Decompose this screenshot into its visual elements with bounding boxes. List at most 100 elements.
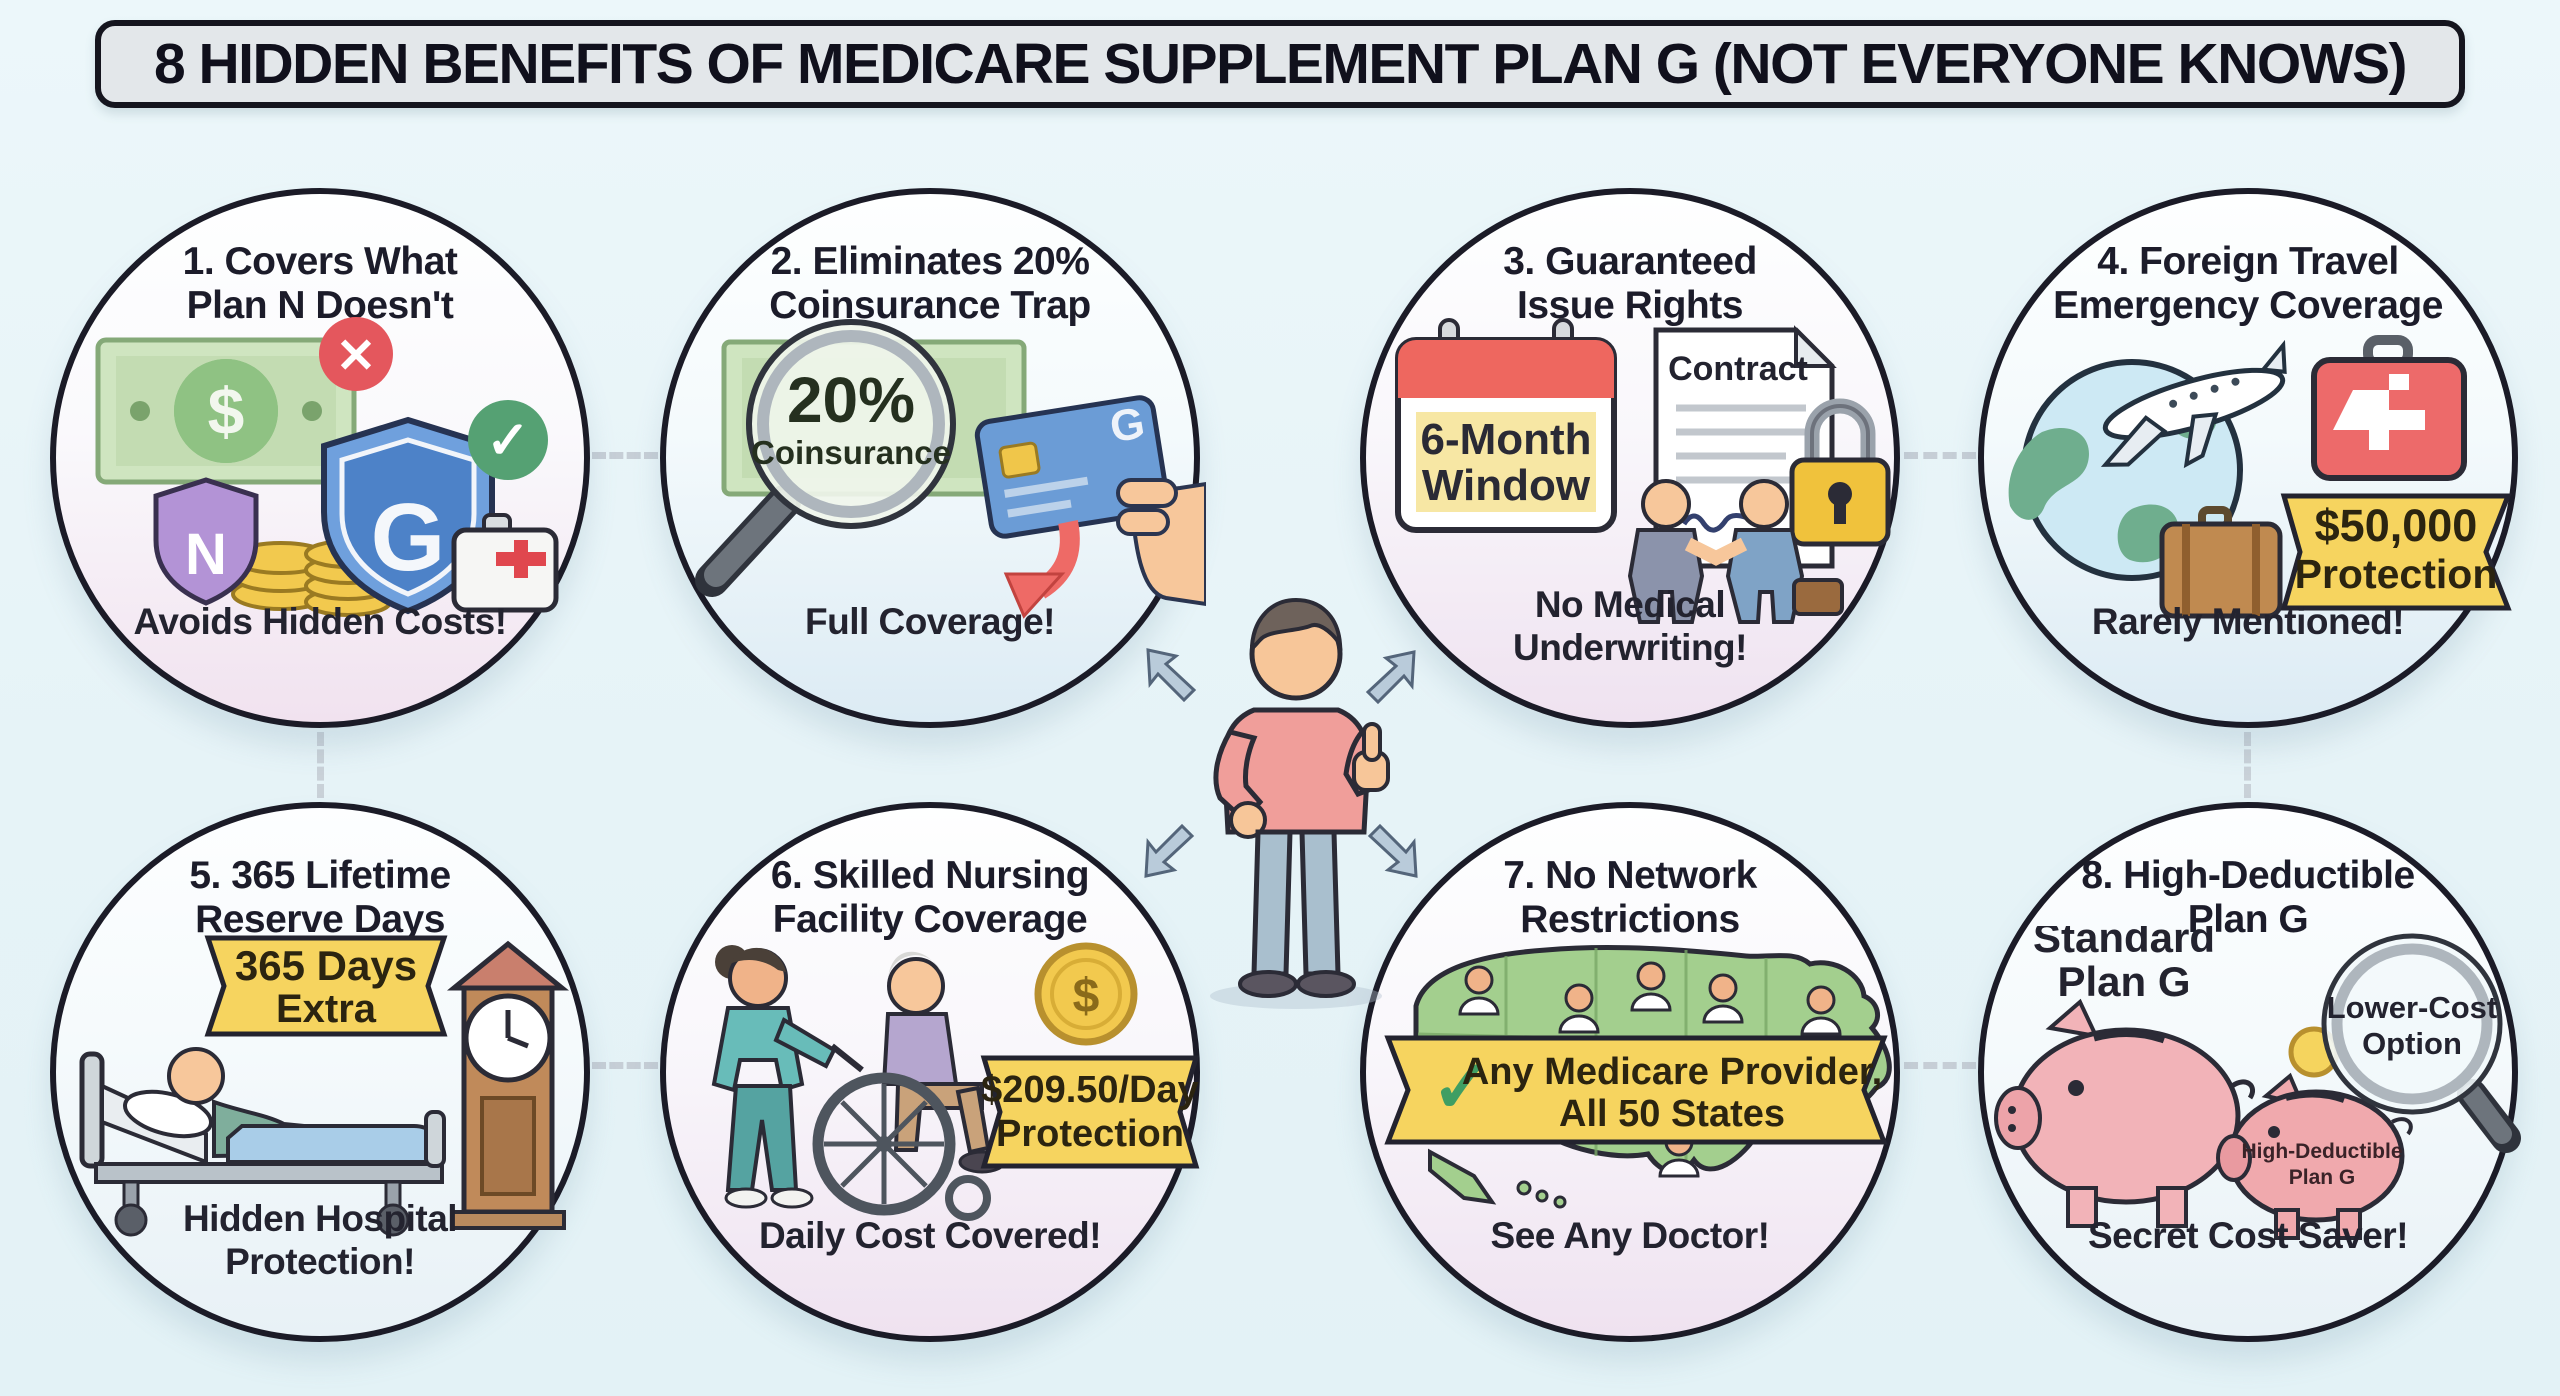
svg-text:365 Days: 365 Days (235, 942, 417, 989)
plan-n-shield-icon: N (153, 477, 259, 606)
benefit-1-caption: Avoids Hidden Costs! (133, 601, 507, 643)
magnifier-icon: Lower-Cost Option (2321, 933, 2521, 1153)
daily-banner: $209.50/Day Protection (980, 1055, 1200, 1169)
benefit-5-title: 5. 365 Lifetime Reserve Days (189, 854, 451, 942)
benefit-7-title: 7. No Network Restrictions (1503, 854, 1757, 942)
grandfather-clock-icon (446, 940, 570, 1230)
benefit-4-title: 4. Foreign Travel Emergency Coverage (2053, 240, 2443, 328)
down-arrow-icon (1003, 520, 1080, 619)
benefit-circle-8: 8. High-Deductible Plan G Standard Plan … (1978, 802, 2521, 1342)
benefit-2-illustration: G 20% Coinsurance (695, 319, 1206, 619)
first-aid-kit-icon (451, 513, 559, 613)
cross-badge-icon: ✕ (319, 317, 393, 391)
airplane-icon (2100, 339, 2287, 469)
standard-plan-label: Standard Plan G (2033, 926, 2215, 1005)
svg-text:Standard: Standard (2033, 926, 2215, 961)
svg-text:$: $ (1073, 970, 1100, 1023)
magnifier-icon: 20% Coinsurance (695, 319, 956, 597)
benefit-circle-7: 7. No Network Restrictions (1360, 802, 1900, 1342)
dollar-bill-icon: $ (95, 337, 357, 485)
benefit-3-caption: No Medical Underwriting! (1513, 584, 1747, 669)
benefit-circle-5: 5. 365 Lifetime Reserve Days 365 Days Ex… (50, 802, 590, 1342)
doctor-icons (1458, 961, 1842, 1178)
benefit-5-illustration: 365 Days Extra (79, 935, 570, 1237)
svg-text:✕: ✕ (336, 330, 376, 383)
first-aid-kit-icon (2311, 335, 2467, 481)
page-title-text: 8 HIDDEN BENEFITS OF MEDICARE SUPPLEMENT… (153, 32, 2408, 96)
svg-text:Lower-Cost: Lower-Cost (2327, 990, 2498, 1025)
coin-icon: $ (1034, 942, 1138, 1046)
svg-text:High-Deductible: High-Deductible (2242, 1140, 2403, 1163)
svg-text:Plan G: Plan G (2289, 1166, 2356, 1189)
hand-icon (1116, 478, 1206, 607)
benefit-2-caption: Full Coverage! (805, 601, 1056, 643)
provider-banner: ✓ Any Medicare Provider, All 50 States (1384, 1035, 1888, 1145)
days-banner: 365 Days Extra (204, 935, 448, 1037)
benefit-8-illustration: Standard Plan G (1994, 926, 2521, 1240)
benefit-1-illustration: $ ✕ N G (95, 317, 559, 617)
connector-1-5 (317, 732, 324, 798)
benefit-6-illustration: $ (711, 942, 1200, 1221)
svg-text:Protection: Protection (996, 1113, 1184, 1155)
small-piggy-bank-icon: High-Deductible Plan G (2216, 1072, 2413, 1240)
connector-1-2 (592, 452, 658, 459)
benefit-7-caption: See Any Doctor! (1490, 1215, 1770, 1257)
svg-text:N: N (185, 522, 227, 587)
svg-text:All 50 States: All 50 States (1559, 1093, 1785, 1135)
benefit-3-title: 3. Guaranteed Issue Rights (1503, 240, 1757, 328)
benefit-5-caption: Hidden Hospital Protection! (182, 1198, 458, 1283)
benefit-circle-1: 1. Covers What Plan N Doesn't $ ✕ (50, 188, 590, 728)
wheelchair-patient-icon (812, 951, 1006, 1221)
connector-5-6 (592, 1062, 658, 1069)
check-badge-icon: ✓ (468, 400, 548, 480)
large-piggy-bank-icon (1994, 998, 2256, 1228)
benefit-circle-2: 2. Eliminates 20% Coinsurance Trap G (660, 188, 1206, 728)
connector-7-8 (1904, 1062, 1976, 1069)
benefit-circle-6: 6. Skilled Nursing Facility Coverage $ (660, 802, 1200, 1342)
person-thumbs-up (1210, 597, 1390, 1009)
benefit-7-illustration: ✓ Any Medicare Provider, All 50 States (1384, 945, 1892, 1209)
svg-text:Coinsurance: Coinsurance (751, 434, 951, 471)
svg-text:Option: Option (2362, 1026, 2462, 1061)
nurse-icon (711, 945, 837, 1209)
benefit-8-title: 8. High-Deductible Plan G (2081, 854, 2415, 942)
svg-text:Contract: Contract (1668, 350, 1808, 388)
svg-text:Window: Window (1422, 461, 1591, 510)
svg-text:6-Month: 6-Month (1420, 415, 1591, 464)
check-icon: ✓ (1431, 1045, 1493, 1128)
benefit-4-caption: Rarely Mentioned! (2091, 601, 2405, 643)
svg-text:20%: 20% (787, 364, 915, 436)
page-title: 8 HIDDEN BENEFITS OF MEDICARE SUPPLEMENT… (95, 20, 2465, 108)
benefit-1-title: 1. Covers What Plan N Doesn't (86, 240, 554, 329)
benefit-6-caption: Daily Cost Covered! (758, 1215, 1102, 1257)
connector-4-8 (2244, 732, 2251, 798)
arrow-down-right-icon (1367, 823, 1418, 878)
benefit-circle-4: 4. Foreign Travel Emergency Coverage (1978, 188, 2518, 728)
dollar-glyph: $ (208, 374, 245, 448)
connector-3-4 (1904, 452, 1976, 459)
thumbs-up-hand (1352, 722, 1390, 792)
arrow-up-left-icon (1146, 648, 1197, 703)
benefit-2-title: 2. Eliminates 20% Coinsurance Trap (769, 240, 1091, 328)
svg-text:Protection: Protection (2295, 551, 2498, 597)
arrow-down-left-icon (1144, 823, 1195, 878)
benefit-1-title-line2: Plan N Doesn't (186, 284, 454, 328)
protection-banner: $50,000 Protection (2280, 493, 2512, 611)
svg-text:G: G (1107, 398, 1148, 452)
benefit-3-illustration: Contract 6-Month Window (1395, 318, 1891, 624)
svg-text:$209.50/Day: $209.50/Day (981, 1069, 1199, 1111)
benefit-4-illustration: $50,000 Protection (2008, 335, 2512, 619)
arrow-up-right-icon (1365, 650, 1416, 705)
hospital-bed-icon (79, 1047, 446, 1237)
svg-text:✓: ✓ (486, 412, 530, 470)
svg-text:Plan G: Plan G (2057, 958, 2190, 1005)
svg-text:$50,000: $50,000 (2315, 500, 2478, 551)
plan-g-shield-icon: G (321, 416, 495, 615)
benefit-1-title-line1: 1. Covers What (182, 240, 458, 283)
svg-text:Extra: Extra (276, 987, 377, 1031)
suitcase-icon (2159, 506, 2283, 619)
benefit-circle-3: 3. Guaranteed Issue Rights Contract (1360, 188, 1900, 728)
benefit-6-title: 6. Skilled Nursing Facility Coverage (770, 854, 1090, 942)
svg-text:G: G (371, 484, 446, 591)
